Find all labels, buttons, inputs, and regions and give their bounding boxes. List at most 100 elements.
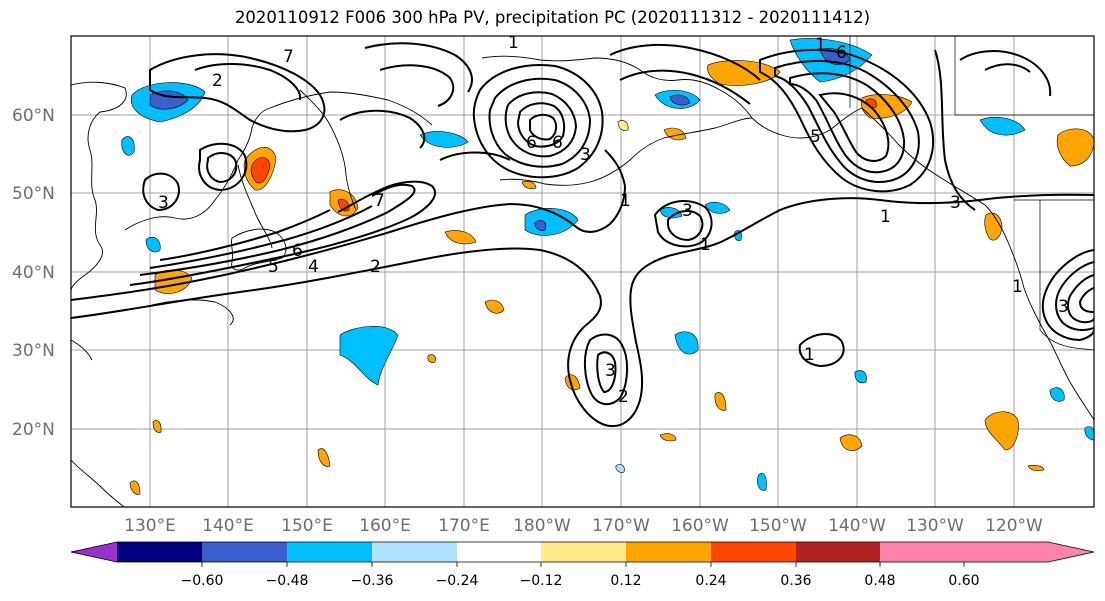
precip-negative-area: [615, 464, 625, 473]
pv-contour-label: 2: [212, 71, 223, 91]
colorbar-ticks: [201, 562, 965, 567]
pv-contour-label: 3: [950, 193, 961, 213]
precip-negative-area: [659, 207, 683, 219]
pv-contour-line: [609, 43, 761, 81]
lon-label: 160°W: [671, 516, 729, 536]
pv-contours: [71, 42, 1094, 428]
precip-positive-area: [1056, 128, 1094, 167]
pv-contour-line: [596, 351, 617, 394]
colorbar-extend-left: [71, 542, 117, 562]
lon-label: 180°W: [513, 516, 571, 536]
pv-contour-line: [516, 102, 566, 148]
pv-contour-line: [139, 183, 416, 276]
precip-negative-core: [669, 94, 691, 106]
colorbar-segment: [880, 542, 964, 562]
pv-contour-label: 3: [580, 145, 591, 165]
pv-contour-label: 1: [1012, 277, 1023, 297]
pv-contour-line: [339, 109, 426, 149]
precip-positive-area: [152, 420, 162, 433]
pv-contour-line: [472, 64, 604, 179]
pv-contour-line: [439, 151, 511, 161]
colorbar-segment: [796, 542, 880, 562]
colorbar-segment: [457, 542, 541, 562]
pv-contour-line: [504, 91, 578, 158]
precip-positive-area: [129, 480, 141, 495]
precip-negative-area: [1084, 426, 1094, 441]
pv-contour-label: 1: [700, 235, 711, 255]
lon-label: 140°W: [828, 516, 886, 536]
precip-positive-area: [984, 212, 1003, 241]
pv-contour-line: [789, 72, 906, 174]
pv-contour-label: 5: [810, 127, 821, 147]
precip-positive-core: [250, 157, 271, 184]
pv-contour-line: [71, 193, 1094, 428]
longitude-labels: 130°E 140°E 150°E 160°E 170°E 180°W 170°…: [124, 516, 1043, 536]
pv-contour-line: [1078, 287, 1094, 313]
colorbar-segment: [626, 542, 711, 562]
pv-contour-label: 7: [374, 191, 385, 211]
pv-contour-line: [379, 64, 455, 107]
pv-contour-line: [364, 42, 473, 93]
pv-contour-label: 3: [682, 201, 693, 221]
precip-positive-area: [444, 230, 477, 245]
lat-label: 60°N: [12, 106, 55, 126]
latitude-labels: 60°N 50°N 40°N 30°N 20°N: [12, 106, 55, 440]
precip-positive-area: [707, 60, 781, 86]
pv-contour-label: 1: [620, 191, 631, 211]
pv-contour-line: [619, 69, 751, 105]
precip-positive-area: [984, 411, 1019, 451]
pv-contour-label: 3: [158, 193, 169, 213]
colorbar-tick-label: 0.36: [780, 573, 811, 589]
colorbar-segment: [202, 542, 287, 562]
pv-contour-label: 4: [308, 257, 319, 277]
pv-contour-label: 2: [370, 257, 381, 277]
precip-negative-area: [145, 237, 161, 253]
gridlines: [71, 36, 1094, 507]
pv-contour-line: [206, 152, 238, 184]
colorbar-segment: [711, 542, 796, 562]
precip-negative-area: [854, 370, 867, 384]
colorbar-tick-label: −0.48: [266, 573, 309, 589]
pv-contour-line: [71, 149, 627, 301]
pv-contour-line: [142, 172, 180, 212]
pv-contour-label: 1: [880, 207, 891, 227]
pv-contour-label: 1: [508, 33, 519, 53]
coastlines: [71, 55, 1094, 507]
pv-contour-line: [818, 92, 890, 162]
pv-contour-line: [198, 142, 248, 192]
lat-label: 40°N: [12, 263, 55, 283]
pv-contour-line: [759, 48, 935, 193]
pv-contour-line: [959, 50, 1052, 97]
pv-contour-line: [149, 205, 373, 269]
colorbar-tick-label: −0.36: [351, 573, 394, 589]
precip-negative-area: [419, 131, 469, 148]
pv-contour-label: 5: [268, 257, 279, 277]
pv-contour-label: 2: [618, 387, 629, 407]
lon-label: 170°E: [438, 516, 490, 536]
pv-contour-label: 6: [292, 241, 303, 261]
precip-negative-area: [339, 326, 399, 386]
colorbar-segment: [372, 542, 457, 562]
pv-contour-line: [1055, 261, 1094, 331]
colorbar-tick-label: −0.60: [181, 573, 224, 589]
pv-contour-line: [149, 53, 326, 133]
precip-positive-area: [714, 392, 727, 411]
precip-positive-area: [839, 434, 863, 451]
pv-contour-line: [774, 60, 920, 183]
pv-contour-label: 6: [552, 133, 563, 153]
precip-positive-area: [659, 433, 677, 442]
colorbar-segment: [287, 542, 372, 562]
precip-negative-area: [121, 136, 135, 156]
pv-contour-label: 1: [815, 35, 826, 55]
pv-contour-line: [129, 180, 437, 286]
pv-contour-line: [529, 113, 558, 141]
colorbar-tick-label: −0.24: [436, 573, 479, 589]
lon-label: 130°E: [124, 516, 176, 536]
precip-positive-area: [484, 299, 505, 314]
pv-contour-label: 6: [526, 133, 537, 153]
lon-label: 150°E: [281, 516, 333, 536]
precip-negative-core: [534, 220, 547, 231]
precip-negative-area: [1049, 387, 1065, 402]
pv-contour-line: [488, 77, 592, 168]
